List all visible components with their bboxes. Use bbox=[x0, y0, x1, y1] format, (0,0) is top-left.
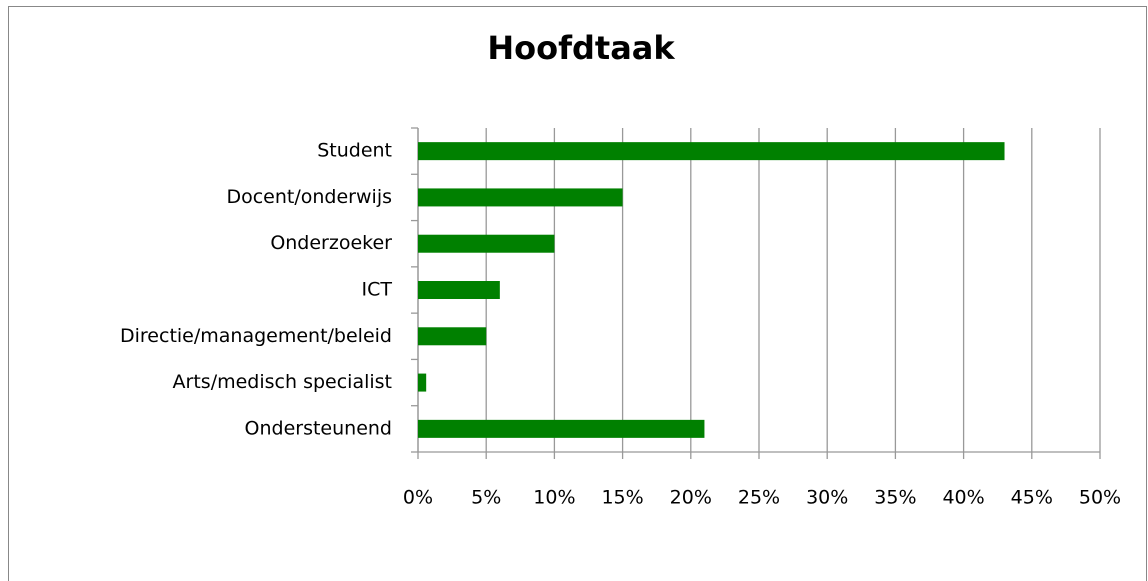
bar bbox=[418, 188, 623, 207]
y-tick-label: Docent/onderwijs bbox=[226, 186, 392, 208]
x-tick-label: 25% bbox=[738, 487, 780, 509]
x-tick-label: 50% bbox=[1079, 487, 1121, 509]
chart-title: Hoofdtaak bbox=[487, 29, 675, 67]
y-tick-label: Onderzoeker bbox=[270, 232, 392, 254]
chart-frame bbox=[8, 6, 1147, 581]
y-tick-label: Student bbox=[317, 140, 392, 162]
x-tick-label: 45% bbox=[1011, 487, 1053, 509]
bar bbox=[418, 142, 1005, 161]
bar bbox=[418, 373, 427, 392]
x-tick-label: 35% bbox=[874, 487, 916, 509]
x-tick-label: 15% bbox=[601, 487, 643, 509]
bar bbox=[418, 327, 487, 346]
x-tick-label: 30% bbox=[806, 487, 848, 509]
x-tick-label: 5% bbox=[471, 487, 501, 509]
x-tick-label: 40% bbox=[942, 487, 984, 509]
bar bbox=[418, 419, 705, 438]
x-tick-label: 20% bbox=[670, 487, 712, 509]
bar bbox=[418, 281, 500, 299]
y-tick-label: Directie/management/beleid bbox=[120, 325, 392, 347]
x-tick-label: 0% bbox=[403, 487, 433, 509]
y-tick-label: ICT bbox=[362, 279, 393, 301]
x-tick-label: 10% bbox=[533, 487, 575, 509]
bar bbox=[418, 234, 555, 253]
y-tick-label: Arts/medisch specialist bbox=[173, 371, 392, 393]
y-tick-label: Ondersteunend bbox=[245, 417, 392, 439]
